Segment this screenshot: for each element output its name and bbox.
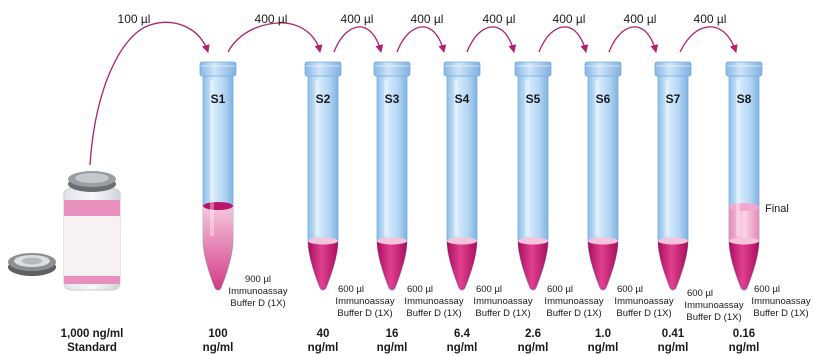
transfer-volume-label: 400 µl (340, 12, 374, 26)
transfer-volume-label: 400 µl (693, 12, 727, 26)
transfer-volume-label: 400 µl (410, 12, 444, 26)
transfer-arrow-s1-to-s2 (227, 22, 323, 53)
tube-cap (514, 61, 552, 77)
transfer-arrow-stock-to-s1 (89, 21, 210, 166)
tube-cap (443, 61, 481, 77)
tube-liquid (658, 241, 688, 290)
tube-cap (304, 61, 342, 77)
tube-id-s3: S3 (384, 92, 400, 106)
transfer-arrow-s4-to-s5 (466, 26, 517, 53)
tube-highlight (384, 80, 388, 236)
tube-s5 (514, 61, 552, 291)
liquid-surface (447, 237, 477, 245)
liquid-surface (588, 237, 618, 245)
buffer-label-s1: 900 µl Immunoassay Buffer D (1X) (228, 274, 288, 309)
concentration-label-s5: 2.6 ng/ml (517, 328, 549, 354)
transfer-arrow-s3-to-s4 (396, 26, 447, 53)
transfer-volume-label: 100 µl (117, 12, 151, 26)
concentration-label-s6: 1.0 ng/ml (587, 328, 619, 354)
tube-highlight (736, 80, 740, 236)
tube-id-s1: S1 (210, 92, 226, 106)
concentration-label-s2: 40 ng/ml (307, 328, 339, 354)
liquid-surface (729, 237, 759, 245)
transfer-arrow-s6-to-s7 (608, 26, 659, 53)
vial-label (64, 214, 120, 276)
tube-s3 (373, 61, 411, 291)
concentration-label-s4: 6.4 ng/ml (446, 328, 478, 354)
tube-liquid (518, 241, 548, 290)
transfer-volume-label: 400 µl (552, 12, 586, 26)
tube-id-s7: S7 (665, 92, 681, 106)
tube-highlight (315, 80, 319, 236)
final-label: Final (765, 203, 789, 215)
tube-liquid (588, 241, 618, 290)
buffer-label-s8: 600 µl Immunoassay Buffer D (1X) (751, 284, 811, 319)
tube-s7 (654, 61, 692, 291)
buffer-label-s2: 600 µl Immunoassay Buffer D (1X) (335, 284, 395, 319)
tube-highlight (210, 80, 214, 236)
liquid-surface (518, 237, 548, 245)
tube-s6 (584, 61, 622, 291)
concentration-label-s8: 0.16 ng/ml (728, 328, 760, 354)
tube-cap (725, 61, 763, 77)
tube-rack (199, 61, 763, 291)
tube-liquid (308, 241, 338, 290)
tube-cap (654, 61, 692, 77)
buffer-label-s5: 600 µl Immunoassay Buffer D (1X) (544, 284, 604, 319)
liquid-surface (377, 237, 407, 245)
tube-liquid (377, 241, 407, 290)
liquid-surface (203, 202, 233, 210)
stock-concentration-label: 1,000 ng/ml Standard (60, 328, 124, 354)
transfer-arrows (89, 21, 738, 166)
buffer-label-s3: 600 µl Immunoassay Buffer D (1X) (404, 284, 464, 319)
concentration-label-s7: 0.41 ng/ml (657, 328, 689, 354)
tube-id-s6: S6 (595, 92, 611, 106)
tube-cap (373, 61, 411, 77)
tube-liquid (447, 241, 477, 290)
tube-liquid (203, 206, 233, 290)
transfer-arrow-s2-to-s3 (333, 26, 384, 53)
concentration-label-s1: 100 ng/ml (202, 328, 234, 354)
tube-s8 (725, 61, 763, 291)
tube-highlight (525, 80, 529, 236)
transfer-volume-label: 400 µl (254, 12, 288, 26)
buffer-label-s7: 600 µl Immunoassay Buffer D (1X) (684, 288, 744, 323)
tube-id-s2: S2 (315, 92, 331, 106)
tube-liquid (729, 241, 759, 290)
tube-s1 (199, 61, 237, 291)
transfer-arrow-s7-to-s8 (679, 26, 738, 53)
tube-highlight (454, 80, 458, 236)
tube-id-s5: S5 (525, 92, 541, 106)
liquid-surface (729, 203, 759, 211)
tube-liquid-final (729, 207, 759, 242)
tube-cap (199, 61, 237, 77)
transfer-arrow-s5-to-s6 (538, 26, 589, 53)
liquid-surface (658, 237, 688, 245)
standard-stock-vial (8, 171, 121, 291)
tube-highlight (595, 80, 599, 236)
tube-id-s8: S8 (736, 92, 752, 106)
tube-s4 (443, 61, 481, 291)
liquid-surface (308, 237, 338, 245)
tube-highlight (665, 80, 669, 236)
buffer-label-s4: 600 µl Immunoassay Buffer D (1X) (473, 284, 533, 319)
tube-cap (584, 61, 622, 77)
tube-s2 (304, 61, 342, 291)
transfer-volume-label: 400 µl (623, 12, 657, 26)
buffer-label-s6: 600 µl Immunoassay Buffer D (1X) (614, 284, 674, 319)
transfer-volume-label: 400 µl (482, 12, 516, 26)
concentration-label-s3: 16 ng/ml (376, 328, 408, 354)
tube-id-s4: S4 (454, 92, 470, 106)
